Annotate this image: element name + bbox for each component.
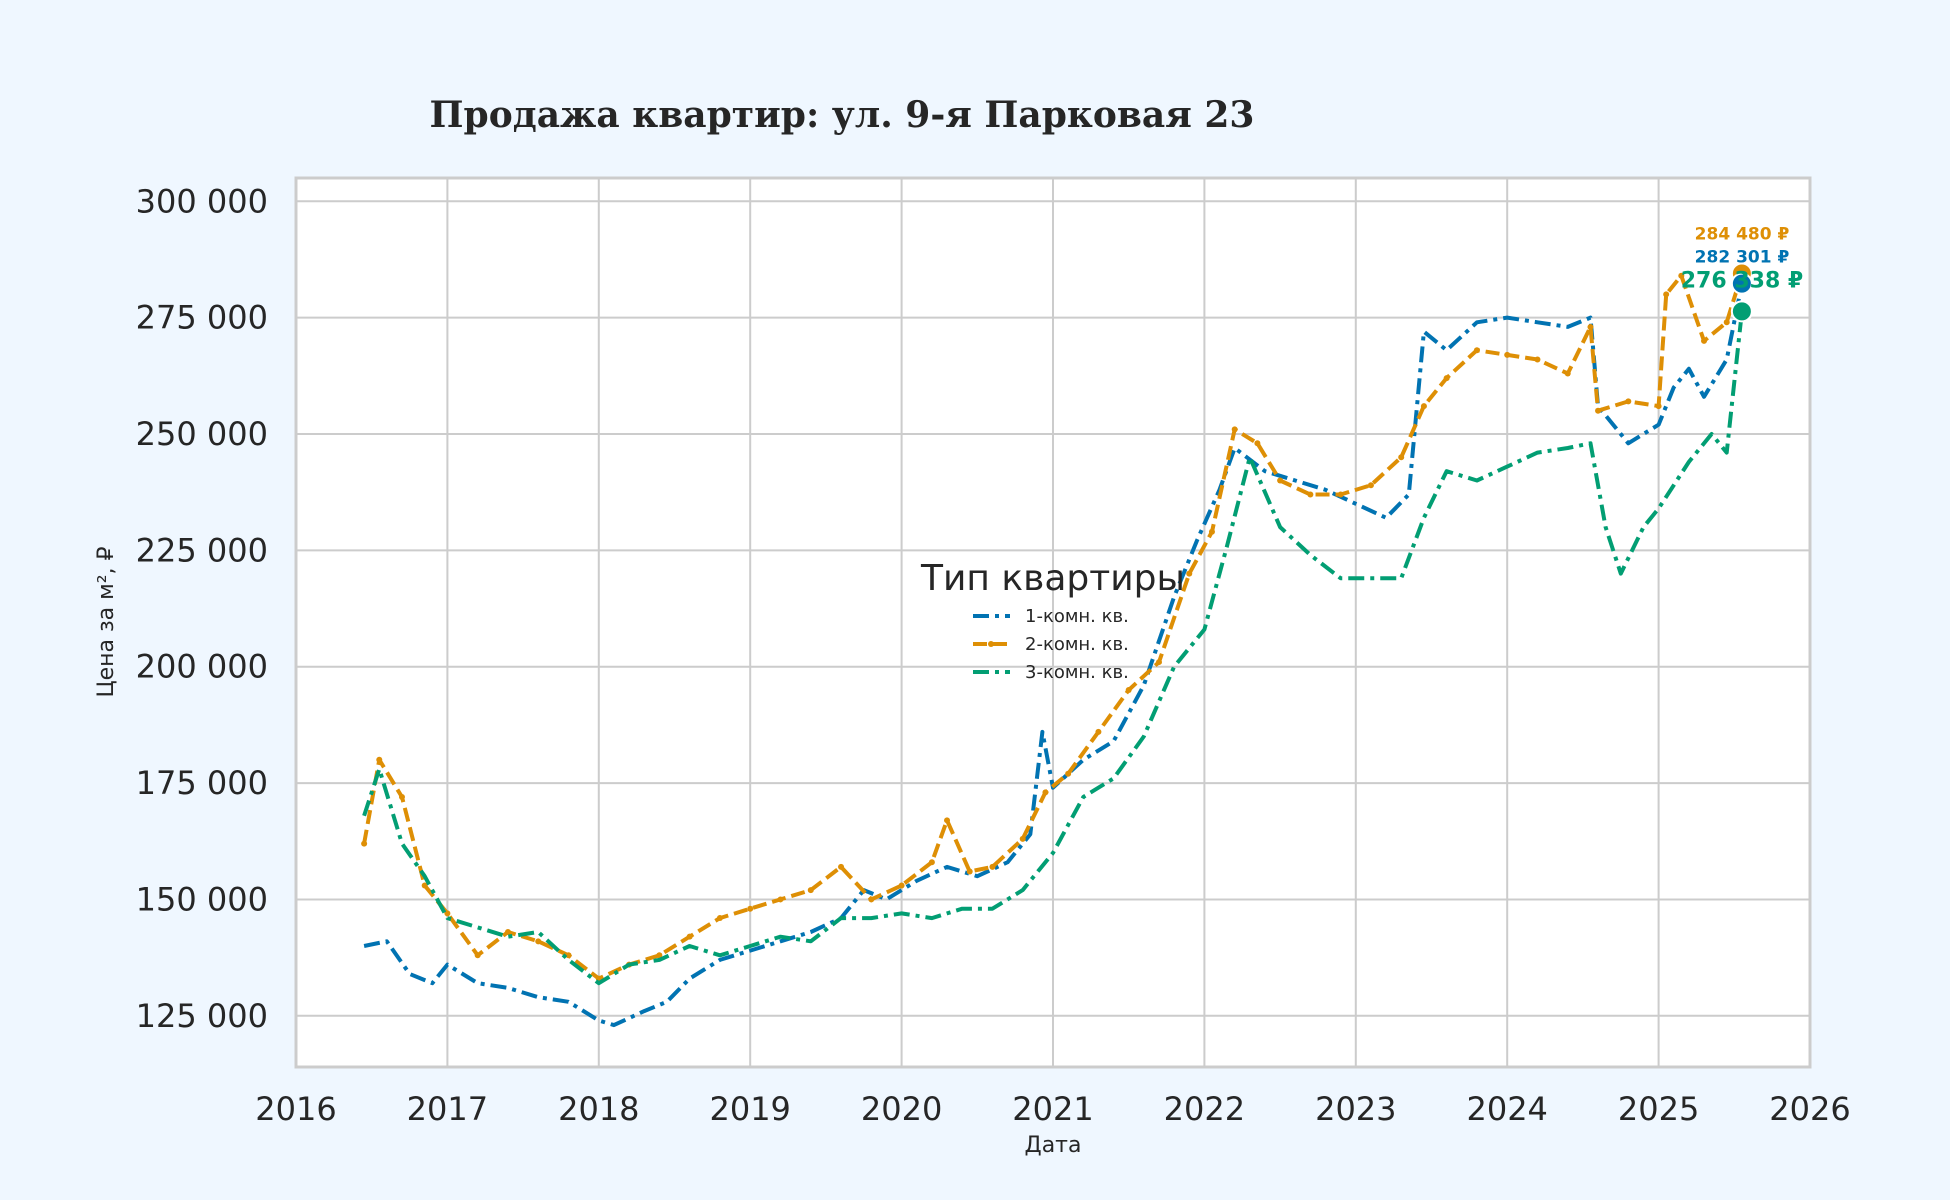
- data-point: [898, 882, 905, 889]
- data-point: [966, 868, 973, 875]
- legend-marker: [988, 641, 994, 647]
- chart-title: Продажа квартир: ул. 9-я Парковая 23: [430, 94, 1255, 136]
- end-value-label: 284 480 ₽: [1695, 225, 1790, 245]
- data-point: [1625, 398, 1632, 405]
- data-point: [398, 794, 405, 801]
- series-line-2: [362, 272, 1744, 981]
- y-tick-label: 150 000: [136, 880, 268, 918]
- series-line-1: [363, 283, 1744, 1028]
- data-point: [1655, 403, 1662, 410]
- x-tick-label: 2016: [255, 1090, 336, 1128]
- data-point: [989, 863, 996, 870]
- data-point: [1155, 659, 1162, 666]
- data-point: [777, 896, 784, 903]
- data-point: [807, 887, 814, 894]
- data-point: [1473, 347, 1480, 354]
- x-tick-label: 2019: [709, 1090, 790, 1128]
- data-point: [504, 929, 511, 936]
- y-tick-label: 175 000: [136, 764, 268, 802]
- data-point: [376, 756, 383, 763]
- end-value-label: 276 338 ₽: [1681, 268, 1803, 293]
- y-tick-label: 225 000: [136, 531, 268, 569]
- y-tick-label: 275 000: [136, 299, 268, 337]
- data-point: [747, 905, 754, 912]
- x-tick-label: 2021: [1012, 1090, 1093, 1128]
- data-point: [1307, 491, 1314, 498]
- data-point: [1663, 291, 1670, 298]
- endpoint-marker: [1730, 272, 1753, 295]
- data-point: [1254, 440, 1261, 447]
- x-tick-label: 2025: [1618, 1090, 1699, 1128]
- series-endpoints: 284 480 ₽ 282 301 ₽276 338 ₽: [1681, 225, 1803, 323]
- x-tick-label: 2024: [1466, 1090, 1547, 1128]
- x-tick-label: 2018: [558, 1090, 639, 1128]
- data-point: [686, 933, 693, 940]
- data-point: [1208, 528, 1215, 535]
- data-point: [1095, 728, 1102, 735]
- data-point: [1420, 403, 1427, 410]
- data-point: [1587, 323, 1594, 330]
- data-point: [1398, 454, 1405, 461]
- data-point: [1231, 426, 1238, 433]
- data-point: [928, 859, 935, 866]
- end-value-label: 282 301 ₽: [1695, 248, 1790, 268]
- data-point: [656, 952, 663, 959]
- data-point: [944, 817, 951, 824]
- data-point: [1504, 351, 1511, 358]
- legend-label: 3-комн. кв.: [1025, 662, 1129, 683]
- y-axis-label: Цена за м², ₽: [94, 546, 119, 697]
- data-point: [1723, 319, 1730, 326]
- data-point: [1564, 370, 1571, 377]
- legend-label: 1-комн. кв.: [1025, 606, 1129, 627]
- data-point: [1443, 375, 1450, 382]
- x-tick-label: 2017: [407, 1090, 488, 1128]
- legend-label: 2-комн. кв.: [1025, 634, 1129, 655]
- x-axis-label: Дата: [1025, 1133, 1082, 1158]
- data-point: [1337, 491, 1344, 498]
- grid: [295, 178, 1811, 1067]
- data-point: [1065, 770, 1072, 777]
- series-line-3: [362, 311, 1744, 986]
- y-tick-label: 200 000: [136, 648, 268, 686]
- data-point: [838, 863, 845, 870]
- x-tick-label: 2020: [861, 1090, 942, 1128]
- data-point: [1678, 272, 1685, 279]
- x-tick-label: 2022: [1164, 1090, 1245, 1128]
- data-point: [1534, 356, 1541, 363]
- data-point: [1125, 686, 1132, 693]
- series-lines: [361, 270, 1745, 1028]
- data-point: [444, 910, 451, 917]
- data-point: [1042, 789, 1049, 796]
- x-tick-label: 2023: [1315, 1090, 1396, 1128]
- data-point: [1367, 482, 1374, 489]
- data-point: [868, 896, 875, 903]
- data-point: [565, 952, 572, 959]
- y-tick-label: 250 000: [136, 415, 268, 453]
- y-axis-ticks: 125 000 150 000 175 000 200 000 225 000 250 0…: [136, 182, 268, 1035]
- data-point: [421, 882, 428, 889]
- x-axis-ticks: 2016 2017 2018 2019 2020 2021 2022 2023 2024 2025…: [255, 1090, 1850, 1128]
- y-tick-label: 125 000: [136, 997, 268, 1035]
- data-point: [1701, 337, 1708, 344]
- legend: Тип квартиры 1-комн. кв. 2-комн. кв. 3-ком…: [920, 558, 1185, 683]
- data-point: [1277, 477, 1284, 484]
- legend-title: Тип квартиры: [920, 558, 1185, 599]
- data-point: [1186, 570, 1193, 577]
- data-point: [474, 952, 481, 959]
- y-tick-label: 300 000: [136, 182, 268, 220]
- data-point: [535, 938, 542, 945]
- data-point: [1019, 835, 1026, 842]
- data-point: [1595, 407, 1602, 414]
- endpoint-marker: [1730, 300, 1753, 323]
- x-tick-label: 2026: [1769, 1090, 1850, 1128]
- data-point: [716, 915, 723, 922]
- data-point: [361, 840, 368, 847]
